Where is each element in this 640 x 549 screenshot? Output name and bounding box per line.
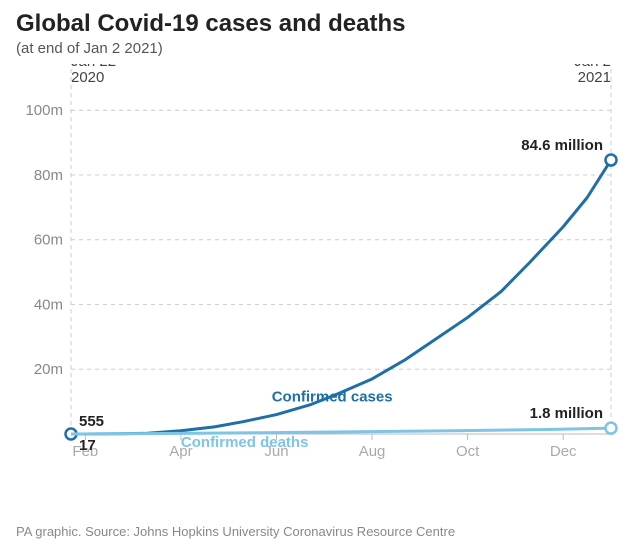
y-tick-label: 60m [34, 232, 63, 249]
start-date-label-2: 2020 [71, 69, 104, 86]
chart-svg: 20m40m60m80m100mFebAprJunAugOctDecJan 22… [16, 64, 624, 494]
y-tick-label: 40m [34, 296, 63, 313]
chart-footer: PA graphic. Source: Johns Hopkins Univer… [16, 524, 455, 539]
x-tick-label: Aug [359, 443, 386, 460]
chart-title: Global Covid-19 cases and deaths [16, 10, 405, 38]
y-tick-label: 80m [34, 167, 63, 184]
y-tick-label: 100m [25, 102, 63, 119]
series-start-label-1: 17 [79, 437, 96, 454]
chart-subtitle: (at end of Jan 2 2021) [16, 40, 163, 57]
series-name-label-1: Confirmed deaths [181, 434, 309, 451]
series-end-label-0: 84.6 million [521, 137, 603, 154]
series-start-label-0: 555 [79, 413, 104, 430]
series-end-label-1: 1.8 million [530, 405, 603, 422]
series-end-marker-0 [606, 155, 617, 166]
y-tick-label: 20m [34, 361, 63, 378]
series-line-1 [71, 428, 611, 434]
chart-container: Global Covid-19 cases and deaths (at end… [0, 0, 640, 549]
series-name-label-0: Confirmed cases [272, 389, 393, 406]
end-date-label-2: 2021 [578, 69, 611, 86]
series-end-marker-1 [606, 423, 617, 434]
x-tick-label: Oct [456, 443, 480, 460]
x-tick-label: Dec [550, 443, 577, 460]
